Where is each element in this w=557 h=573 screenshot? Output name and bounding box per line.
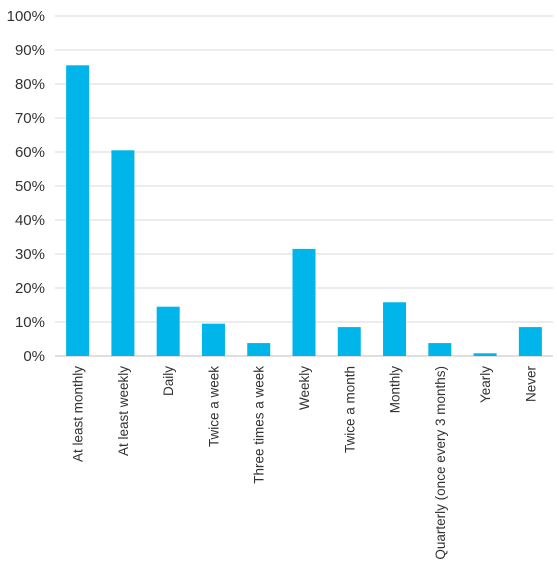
x-axis-ticks: At least monthly At least weekly Daily Twic…	[71, 366, 539, 560]
y-tick-label: 30%	[15, 246, 45, 263]
bar	[66, 65, 90, 357]
y-tick-label: 50%	[15, 178, 45, 195]
x-tick-label: Yearly	[478, 366, 493, 403]
y-tick-label: 70%	[15, 110, 45, 127]
y-tick-label: 80%	[15, 76, 45, 93]
y-tick-label: 40%	[15, 212, 45, 229]
y-axis-ticks: 0% 10% 20% 30% 40% 50% 60% 70% 80% 90% 100%	[7, 8, 45, 365]
y-tick-label: 60%	[15, 144, 45, 161]
bar	[337, 327, 361, 356]
x-tick-label: Never	[523, 366, 538, 403]
x-tick-label: Quarterly (once every 3 months)	[433, 366, 448, 560]
y-tick-label: 100%	[7, 8, 45, 25]
gridlines	[55, 15, 553, 357]
bar	[473, 353, 497, 356]
bar	[428, 343, 452, 356]
y-tick-label: 10%	[15, 314, 45, 331]
bar	[247, 343, 271, 356]
x-tick-label: At least weekly	[116, 366, 131, 456]
x-tick-label: Monthly	[388, 366, 403, 414]
x-tick-label: Twice a week	[206, 366, 221, 447]
y-tick-label: 20%	[15, 280, 45, 297]
x-tick-label: Weekly	[297, 366, 312, 410]
x-tick-label: Twice a month	[342, 366, 357, 453]
bar	[156, 306, 180, 356]
x-tick-label: At least monthly	[71, 366, 86, 462]
y-tick-label: 90%	[15, 42, 45, 59]
bar	[383, 302, 407, 356]
bar	[292, 248, 316, 356]
bars	[66, 65, 542, 357]
y-tick-label: 0%	[23, 348, 45, 365]
x-tick-label: Daily	[161, 366, 176, 396]
bar	[201, 323, 225, 356]
bar	[111, 150, 135, 356]
bar	[518, 327, 542, 356]
x-tick-label: Three times a week	[252, 366, 267, 484]
